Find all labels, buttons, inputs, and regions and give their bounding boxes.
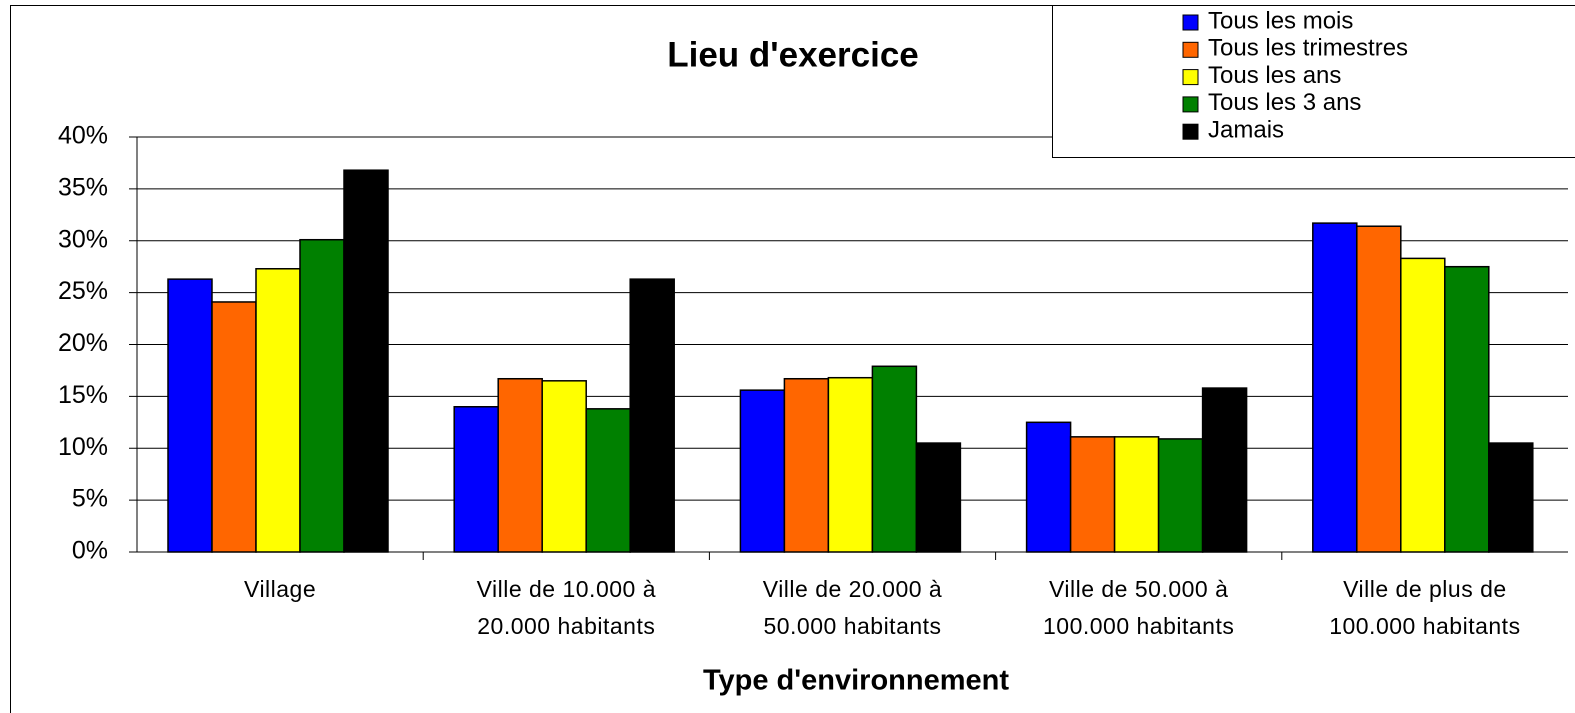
- bar: [871, 365, 918, 553]
- bar: [1069, 436, 1116, 553]
- legend-label: Tous les ans: [1208, 62, 1341, 89]
- bar: [783, 377, 830, 553]
- bar: [1356, 225, 1402, 553]
- y-tick-label: 25%: [58, 277, 108, 305]
- bar: [915, 442, 962, 553]
- bar: [629, 278, 675, 553]
- bar: [739, 389, 786, 553]
- bar: [453, 406, 499, 553]
- x-axis-title: Type d'environnement: [703, 665, 1009, 697]
- legend-label: Tous les mois: [1208, 7, 1353, 34]
- x-tick-label: Ville de 20.000 à 50.000 habitants: [762, 576, 943, 639]
- y-tick-label: 10%: [58, 433, 108, 461]
- bar: [1312, 222, 1358, 553]
- legend-swatch: [1182, 14, 1199, 31]
- legend-label: Tous les trimestres: [1208, 35, 1408, 62]
- bar: [1113, 436, 1160, 553]
- y-tick-label: 30%: [58, 225, 108, 253]
- legend-box: [1052, 5, 1575, 158]
- bar: [497, 377, 543, 553]
- x-tick-label: Village: [244, 576, 317, 602]
- y-tick-label: 40%: [58, 122, 108, 150]
- x-tick-label: Ville de 50.000 à 100.000 habitants: [1042, 576, 1235, 639]
- legend-swatch: [1182, 96, 1199, 113]
- y-tick-label: 20%: [58, 329, 108, 357]
- bar: [167, 278, 213, 553]
- bar: [827, 376, 874, 553]
- y-tick-label: 5%: [72, 485, 108, 513]
- x-tick-label: Ville de plus de 100.000 habitants: [1329, 576, 1521, 639]
- y-tick-label: 35%: [58, 173, 108, 201]
- legend-label: Tous les 3 ans: [1208, 89, 1361, 116]
- bar: [1400, 257, 1446, 553]
- y-tick-label: 15%: [58, 381, 108, 409]
- bar: [1025, 421, 1072, 553]
- bar: [585, 408, 631, 553]
- legend-swatch: [1182, 123, 1199, 140]
- bar: [343, 169, 389, 553]
- legend-label: Jamais: [1208, 117, 1284, 144]
- bar: [211, 301, 257, 553]
- chart-title: Lieu d'exercice: [667, 35, 919, 74]
- x-tick-label: Ville de 10.000 à 20.000 habitants: [476, 576, 657, 639]
- bar: [1201, 387, 1248, 553]
- bar: [255, 268, 301, 553]
- bar: [299, 238, 345, 553]
- bar: [1157, 438, 1204, 553]
- legend-swatch: [1182, 69, 1199, 86]
- bar: [1488, 442, 1534, 553]
- y-tick-label: 0%: [72, 537, 108, 565]
- legend-swatch: [1182, 41, 1199, 58]
- bar: [541, 380, 587, 553]
- bar: [1444, 265, 1490, 553]
